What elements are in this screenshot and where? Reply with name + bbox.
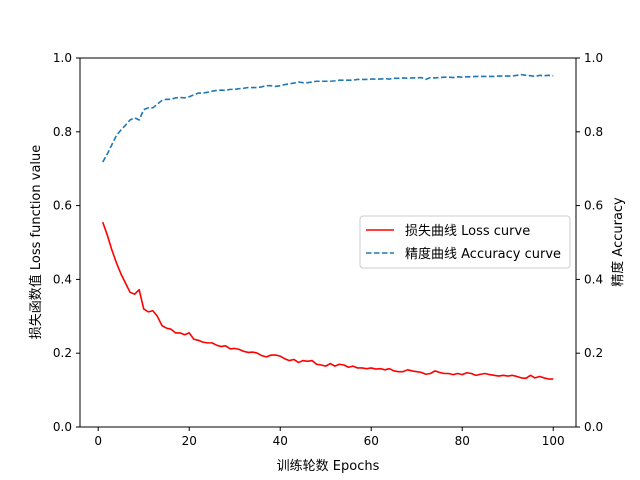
x-tick-label: 0	[94, 434, 102, 448]
y-axis-label-right: 精度 Accuracy	[610, 197, 626, 287]
y-tick-label-left: 0.8	[53, 125, 72, 139]
y-tick-label-right: 0.4	[584, 272, 603, 286]
y-tick-label-left: 0.4	[53, 272, 72, 286]
legend-label-accuracy: 精度曲线 Accuracy curve	[405, 246, 561, 262]
plot-frame	[79, 57, 577, 428]
y-tick-label-right: 0.2	[584, 346, 603, 360]
ticks: 0 20 40 60 80 100 0.0 0.0 0.2 0.2 0.4 0.4 0.6 0.6 0.8 0…	[53, 51, 603, 448]
y-tick-label-left: 0.6	[53, 199, 72, 213]
y-tick-label-right: 0.6	[584, 199, 603, 213]
x-axis-label: 训练轮数 Epochs	[277, 459, 380, 474]
plot-lines	[101, 73, 554, 380]
y-tick-label-right: 0.0	[584, 420, 603, 434]
y-tick-label-left: 0.0	[53, 420, 72, 434]
legend-box	[359, 215, 571, 269]
y-tick-label-left: 1.0	[53, 51, 72, 65]
x-tick-label: 100	[542, 434, 565, 448]
x-tick-label: 80	[455, 434, 470, 448]
accuracy-curve-line	[102, 73, 554, 163]
x-tick-label: 40	[273, 434, 288, 448]
y-tick-label-right: 0.8	[584, 125, 603, 139]
y-axis-label-left: 损失函数值 Loss function value	[28, 145, 44, 340]
legend-label-loss: 损失曲线 Loss curve	[405, 224, 530, 239]
x-tick-label: 20	[182, 434, 197, 448]
loss-curve-line	[101, 221, 554, 380]
y-tick-label-right: 1.0	[584, 51, 603, 65]
legend: 损失曲线 Loss curve 精度曲线 Accuracy curve	[359, 215, 571, 269]
y-tick-label-left: 0.2	[53, 346, 72, 360]
x-tick-label: 60	[364, 434, 379, 448]
